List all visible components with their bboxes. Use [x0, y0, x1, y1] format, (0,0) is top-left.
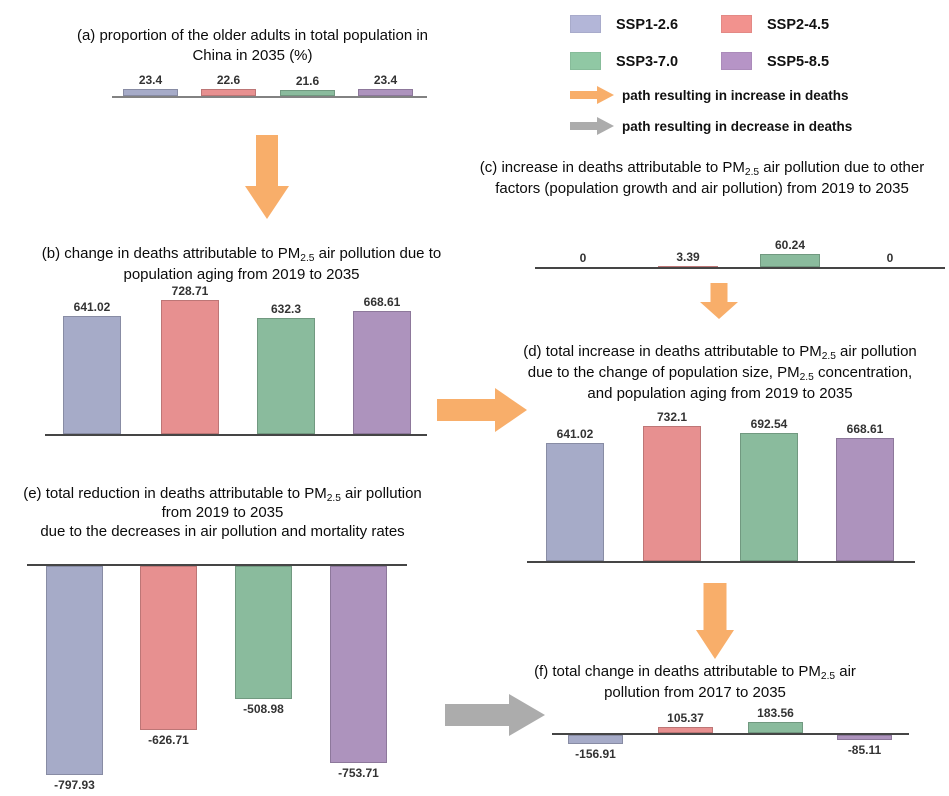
- panel-d-title: (d) total increase in deaths attributabl…: [495, 341, 945, 404]
- legend-label-ssp1-2.6: SSP1-2.6: [616, 17, 679, 33]
- legend-swatch-ssp3-7.0: [570, 52, 601, 70]
- panel-e-value-label: -753.71: [338, 766, 379, 781]
- panel-d-x-axis: [527, 561, 915, 563]
- panel-c-value-label: 60.24: [774, 237, 806, 252]
- panel-b-bar-ssp2-4.5: [161, 299, 219, 434]
- panel-f-bar-ssp1-2.6: [568, 735, 623, 745]
- panel-f-value-label: 183.56: [757, 705, 794, 720]
- panel-d-bar-ssp5-8.5: [836, 437, 894, 561]
- panel-d-bar-ssp3-7.0: [740, 433, 798, 561]
- panel-b-title-line: (b) change in deaths attributable to PM2…: [41, 245, 442, 264]
- panel-e-bar-ssp3-7.0: [235, 566, 292, 700]
- legend-swatch-ssp5-8.5: [721, 52, 752, 70]
- panel-e-title-line: due to the decreases in air pollution an…: [40, 523, 405, 540]
- panel-e-value-label: -626.71: [148, 733, 189, 748]
- panel-b-title: (b) change in deaths attributable to PM2…: [14, 243, 469, 285]
- panel-d-bar-ssp1-2.6: [546, 442, 604, 561]
- panel-b-x-axis: [45, 434, 427, 436]
- panel-b-title-line: population aging from 2019 to 2035: [123, 266, 360, 283]
- panel-b-bar-ssp5-8.5: [353, 310, 411, 434]
- legend-label-ssp3-7.0: SSP3-7.0: [616, 54, 679, 70]
- flow-arrow-d-to-f-icon: [696, 583, 734, 659]
- panel-e-bar-ssp5-8.5: [330, 566, 387, 764]
- decrease-arrow-label: path resulting in decrease in deaths: [622, 119, 853, 134]
- panel-d-value-label: 641.02: [556, 426, 594, 441]
- panel-f-value-label: -156.91: [575, 747, 616, 762]
- panel-f-x-axis: [552, 733, 909, 735]
- panel-a-bar-ssp1-2.6: [123, 89, 178, 96]
- panel-a-value-label: 21.6: [295, 73, 320, 88]
- panel-a-value-label: 23.4: [138, 73, 163, 88]
- panel-b-value-label: 641.02: [73, 300, 111, 315]
- decrease-arrow-icon: [570, 117, 614, 135]
- panel-f-value-label: 105.37: [667, 710, 704, 725]
- panel-e-value-label: -797.93: [54, 778, 95, 793]
- panel-f-bar-ssp5-8.5: [837, 735, 892, 741]
- panel-a-title: (a) proportion of the older adults in to…: [50, 26, 455, 66]
- panel-d-value-label: 732.1: [656, 410, 688, 424]
- panel-a-bar-ssp3-7.0: [280, 89, 335, 96]
- panel-c-x-axis: [535, 267, 945, 269]
- panel-f-title-line: pollution from 2017 to 2035: [604, 684, 786, 701]
- panel-a-value-label: 22.6: [216, 73, 241, 88]
- panel-f-bar-ssp2-4.5: [658, 726, 713, 733]
- panel-a-value-label: 23.4: [373, 73, 398, 88]
- panel-d-title-line: due to the change of population size, PM…: [527, 364, 913, 383]
- panel-e-title-line: (e) total reduction in deaths attributab…: [23, 485, 422, 504]
- panel-e-title-line: from 2019 to 2035: [161, 504, 284, 521]
- increase-arrow-label: path resulting in increase in deaths: [622, 88, 849, 103]
- legend-label-ssp2-4.5: SSP2-4.5: [767, 17, 830, 33]
- panel-d-title-line: (d) total increase in deaths attributabl…: [523, 343, 917, 362]
- panel-a-bar-ssp5-8.5: [358, 89, 413, 96]
- panel-b-value-label: 632.3: [270, 301, 302, 316]
- panel-f-title-line: (f) total change in deaths attributable …: [534, 663, 856, 682]
- flow-arrow-c-to-d-icon: [700, 283, 738, 319]
- legend-label-ssp5-8.5: SSP5-8.5: [767, 54, 830, 70]
- panel-c-bar-ssp3-7.0: [760, 253, 820, 267]
- panel-f-value-label: -85.11: [847, 743, 882, 758]
- panel-e-bar-ssp1-2.6: [46, 566, 103, 776]
- panel-a-bar-ssp2-4.5: [201, 89, 256, 96]
- panel-e-bar-ssp2-4.5: [140, 566, 197, 731]
- panel-b-value-label: 668.61: [363, 294, 401, 309]
- panel-a-x-axis: [112, 96, 427, 98]
- panel-c-value-label: 3.39: [676, 249, 700, 264]
- panel-a-title-line: China in 2035 (%): [192, 47, 313, 64]
- flow-arrow-e-to-f-icon: [445, 694, 545, 736]
- increase-arrow-icon: [570, 86, 614, 104]
- flow-arrow-a-to-b-icon: [245, 135, 289, 219]
- panel-e-title: (e) total reduction in deaths attributab…: [0, 484, 445, 541]
- panel-a-title-line: (a) proportion of the older adults in to…: [76, 27, 429, 44]
- panel-c-title-line: (c) increase in deaths attributable to P…: [479, 159, 925, 178]
- panel-f-bar-ssp3-7.0: [748, 721, 803, 733]
- panel-e-value-label: -508.98: [243, 702, 284, 717]
- panel-d-value-label: 692.54: [750, 417, 788, 432]
- legend-swatch-ssp2-4.5: [721, 15, 752, 33]
- panel-d-bar-ssp2-4.5: [643, 426, 701, 561]
- panel-e-x-axis: [27, 564, 407, 566]
- panel-b-value-label: 728.71: [171, 283, 209, 298]
- panel-c-title: (c) increase in deaths attributable to P…: [462, 157, 942, 199]
- panel-c-value-label: 0: [579, 251, 587, 265]
- panel-c-title-line: factors (population growth and air pollu…: [495, 180, 909, 197]
- panel-b-bar-ssp1-2.6: [63, 316, 121, 434]
- legend-swatch-ssp1-2.6: [570, 15, 601, 33]
- panel-d-value-label: 668.61: [846, 421, 884, 436]
- panel-f-title: (f) total change in deaths attributable …: [530, 661, 860, 703]
- panel-c-value-label: 0: [886, 251, 894, 265]
- flow-arrow-b-to-d-icon: [437, 388, 527, 432]
- panel-d-title-line: and population aging from 2019 to 2035: [587, 385, 853, 402]
- panel-b-bar-ssp3-7.0: [257, 317, 315, 434]
- panel-c-bar-ssp2-4.5: [658, 265, 718, 267]
